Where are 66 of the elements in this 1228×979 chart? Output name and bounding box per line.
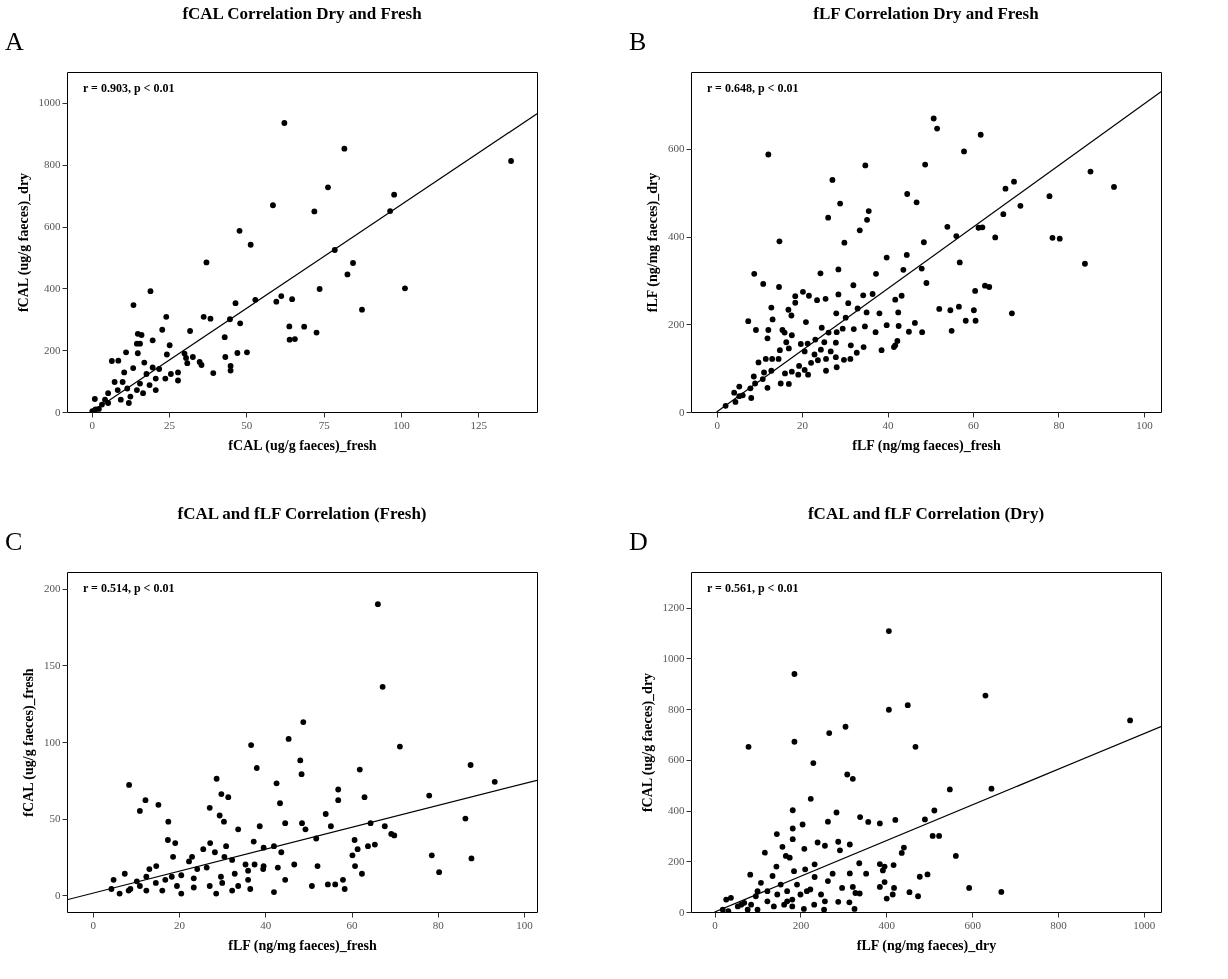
annotation: r = 0.903, p < 0.01: [83, 81, 175, 95]
y-tick-label: 800: [668, 702, 685, 715]
x-tick-label: 40: [882, 418, 895, 431]
y-tick-label: 1000: [662, 651, 685, 664]
x-tick-label: 400: [878, 918, 896, 931]
x-tick-label: 125: [470, 418, 488, 431]
x-tick-label: 80: [1053, 418, 1065, 431]
y-axis-title: fCAL (ug/g faeces)_fresh: [21, 668, 37, 817]
y-tick-label: 400: [44, 281, 61, 294]
text: A: [5, 27, 24, 56]
y-tick-label: 0: [55, 405, 61, 418]
y-tick-label: 100: [44, 735, 61, 748]
y-tick-label: 1200: [662, 601, 685, 614]
x-tick-label: 25: [164, 418, 176, 431]
x-tick-label: 40: [260, 918, 272, 931]
y-tick-label: 0: [55, 888, 61, 901]
x-tick-label: 100: [1136, 418, 1154, 431]
y-tick-label: 400: [668, 804, 685, 817]
y-axis-title: fCAL (ug/g faeces)_dry: [15, 172, 32, 313]
x-tick-label: 100: [516, 918, 534, 931]
annotation: r = 0.648, p < 0.01: [707, 81, 799, 95]
y-tick-label: 400: [668, 230, 685, 243]
x-tick-label: 0: [90, 918, 97, 931]
x-tick-label: 100: [393, 418, 411, 431]
annotation: r = 0.561, p < 0.01: [707, 581, 799, 595]
x-tick-label: 0: [714, 418, 721, 431]
y-tick-label: 150: [44, 658, 61, 671]
y-tick-label: 600: [668, 142, 685, 155]
x-tick-label: 75: [318, 418, 331, 431]
chart-title: fCAL Correlation Dry and Fresh: [182, 4, 423, 23]
text: D: [629, 527, 648, 556]
y-tick-label: 1000: [38, 96, 61, 109]
y-tick-label: 200: [44, 582, 61, 595]
x-tick-label: 800: [1050, 918, 1068, 931]
x-tick-label: 200: [792, 918, 810, 931]
x-tick-label: 80: [432, 918, 445, 931]
y-tick-label: 200: [668, 317, 685, 330]
annotation: r = 0.514, p < 0.01: [83, 581, 175, 595]
chart-title: fLF Correlation Dry and Fresh: [813, 4, 1040, 23]
x-tick-label: 60: [968, 418, 980, 431]
y-tick-label: 200: [668, 854, 685, 867]
x-axis-title: fCAL (ug/g faeces)_fresh: [228, 437, 377, 454]
text: B: [629, 27, 647, 56]
x-tick-label: 0: [712, 918, 719, 931]
x-axis-title: fLF (ng/mg faeces)_fresh: [228, 937, 377, 954]
y-tick-label: 200: [44, 343, 61, 356]
y-tick-label: 50: [49, 812, 61, 825]
x-tick-label: 50: [241, 418, 253, 431]
x-tick-label: 600: [964, 918, 982, 931]
y-tick-label: 0: [679, 905, 685, 918]
x-axis-title: fLF (ng/mg faeces)_fresh: [852, 437, 1001, 454]
y-tick-label: 600: [668, 753, 685, 766]
x-tick-label: 1000: [1133, 918, 1156, 931]
chart-title: fCAL and fLF Correlation (Fresh): [177, 504, 427, 523]
y-tick-label: 600: [44, 220, 61, 233]
x-tick-label: 20: [797, 418, 809, 431]
y-tick-label: 800: [44, 158, 61, 171]
x-tick-label: 60: [346, 918, 359, 931]
y-tick-label: 0: [679, 405, 685, 418]
x-tick-label: 0: [89, 418, 96, 431]
y-axis-title: fCAL (ug/g faeces)_dry: [639, 672, 656, 813]
chart-title: fCAL and fLF Correlation (Dry): [807, 504, 1045, 523]
text: C: [5, 527, 23, 556]
y-axis-title: fLF (ng/mg faeces)_dry: [645, 172, 661, 313]
x-axis-title: fLF (ng/mg faeces)_dry: [856, 937, 997, 954]
x-tick-label: 20: [174, 918, 186, 931]
